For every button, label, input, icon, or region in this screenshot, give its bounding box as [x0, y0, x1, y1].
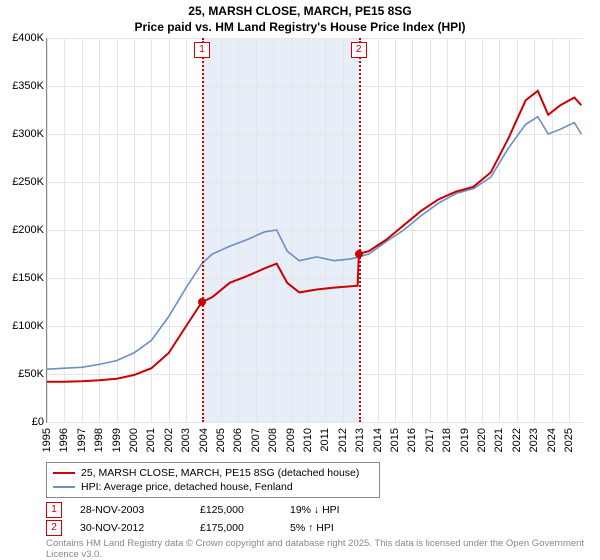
- x-axis-label: 2012: [337, 428, 349, 452]
- legend-item-hpi: HPI: Average price, detached house, Fenl…: [53, 480, 373, 494]
- x-axis-label: 2019: [459, 428, 471, 452]
- y-axis-label: £0: [32, 416, 44, 428]
- sale-note-row: 1 28-NOV-2003£125,00019% ↓ HPI: [46, 502, 340, 518]
- y-axis-label: £200K: [12, 224, 44, 236]
- title-line-1: 25, MARSH CLOSE, MARCH, PE15 8SG: [0, 4, 600, 18]
- x-axis-label: 2000: [128, 428, 140, 452]
- sale-marker-dot: [198, 298, 206, 306]
- x-axis-label: 2013: [354, 428, 366, 452]
- x-axis-label: 2022: [511, 428, 523, 452]
- x-axis-label: 2018: [441, 428, 453, 452]
- y-axis-label: £150K: [12, 272, 44, 284]
- sale-marker-number: 2: [351, 42, 367, 58]
- sale-note-delta: 19% ↓ HPI: [290, 504, 340, 516]
- chart-plot-area: 12: [46, 38, 583, 423]
- x-axis-label: 1998: [93, 428, 105, 452]
- sale-marker-number: 1: [194, 42, 210, 58]
- x-axis-label: 2011: [319, 428, 331, 452]
- x-axis-label: 2017: [424, 428, 436, 452]
- x-axis-label: 2001: [145, 428, 157, 452]
- legend-swatch: [53, 472, 75, 474]
- x-axis-label: 2009: [285, 428, 297, 452]
- sale-marker-line: [202, 38, 204, 422]
- x-axis-label: 2008: [267, 428, 279, 452]
- series-line: [47, 91, 581, 382]
- x-axis-label: 2024: [546, 428, 558, 452]
- x-axis-label: 1996: [58, 428, 70, 452]
- title-line-2: Price paid vs. HM Land Registry's House …: [0, 20, 600, 34]
- x-axis-label: 2003: [180, 428, 192, 452]
- sale-note-number: 1: [46, 502, 62, 518]
- x-axis-label: 2025: [563, 428, 575, 452]
- x-axis-label: 2023: [528, 428, 540, 452]
- x-axis-label: 1997: [76, 428, 88, 452]
- y-axis-label: £400K: [12, 32, 44, 44]
- x-axis-label: 1995: [41, 428, 53, 452]
- legend-item-price-paid: 25, MARSH CLOSE, MARCH, PE15 8SG (detach…: [53, 466, 373, 480]
- sale-note-delta: 5% ↑ HPI: [290, 522, 334, 534]
- x-axis-label: 2006: [232, 428, 244, 452]
- x-axis-label: 2014: [372, 428, 384, 452]
- x-axis-label: 2015: [389, 428, 401, 452]
- legend-label: 25, MARSH CLOSE, MARCH, PE15 8SG (detach…: [81, 467, 359, 479]
- x-axis-label: 2016: [406, 428, 418, 452]
- sale-note-price: £175,000: [200, 522, 290, 534]
- y-axis-label: £100K: [12, 320, 44, 332]
- x-axis-label: 2021: [493, 428, 505, 452]
- x-axis-label: 2020: [476, 428, 488, 452]
- legend-swatch: [53, 486, 75, 488]
- x-axis-label: 2004: [198, 428, 210, 452]
- y-axis-label: £250K: [12, 176, 44, 188]
- legend-box: 25, MARSH CLOSE, MARCH, PE15 8SG (detach…: [46, 462, 380, 498]
- x-axis-label: 1999: [111, 428, 123, 452]
- x-axis-label: 2002: [163, 428, 175, 452]
- x-axis-label: 2010: [302, 428, 314, 452]
- sale-marker-line: [359, 38, 361, 422]
- sale-note-date: 28-NOV-2003: [80, 504, 200, 516]
- sale-note-date: 30-NOV-2012: [80, 522, 200, 534]
- sale-notes: 1 28-NOV-2003£125,00019% ↓ HPI 2 30-NOV-201…: [46, 500, 340, 536]
- sale-marker-dot: [355, 250, 363, 258]
- gridline-h: [47, 422, 583, 423]
- chart-lines: [47, 38, 583, 422]
- x-axis-label: 2005: [215, 428, 227, 452]
- x-axis-label: 2007: [250, 428, 262, 452]
- legend-label: HPI: Average price, detached house, Fenl…: [81, 481, 293, 493]
- sale-note-number: 2: [46, 520, 62, 536]
- sale-note-price: £125,000: [200, 504, 290, 516]
- attribution-text: Contains HM Land Registry data © Crown c…: [46, 538, 600, 560]
- sale-note-row: 2 30-NOV-2012£175,0005% ↑ HPI: [46, 520, 340, 536]
- y-axis-label: £350K: [12, 80, 44, 92]
- y-axis-label: £50K: [18, 368, 44, 380]
- y-axis-label: £300K: [12, 128, 44, 140]
